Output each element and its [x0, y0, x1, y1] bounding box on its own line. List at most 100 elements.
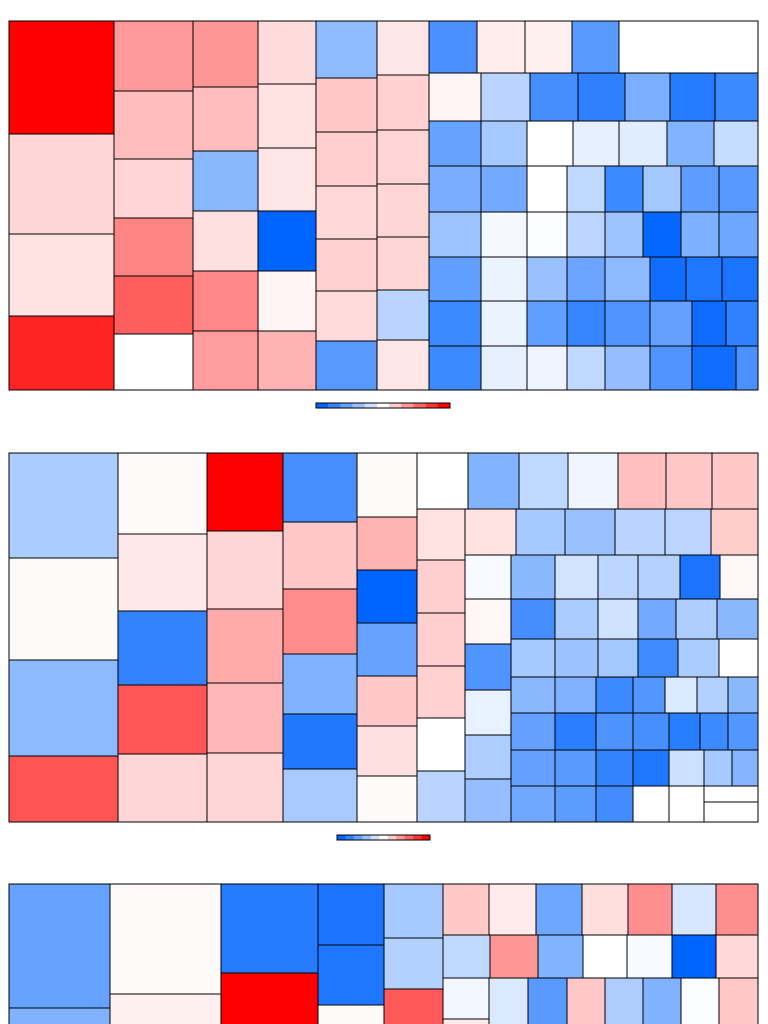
heatmap-cell — [526, 256, 568, 302]
heatmap-cell — [192, 20, 259, 88]
heatmap-cell — [315, 290, 378, 342]
panel-frame — [8, 452, 759, 823]
heatmap-cell — [627, 883, 673, 936]
heatmap-cell — [257, 147, 317, 212]
heatmap-cell — [510, 638, 556, 678]
heatmap-cell — [257, 83, 317, 149]
heatmap-cell — [480, 256, 528, 302]
heatmap-cell — [668, 749, 705, 787]
heatmap-cell — [416, 665, 466, 719]
heatmap-cell — [604, 211, 644, 258]
heatmap-cell — [703, 749, 733, 787]
heatmap-cell — [442, 1018, 490, 1024]
heatmap-cell — [428, 345, 482, 391]
heatmap-cell — [480, 120, 528, 167]
heatmap-cell — [718, 211, 759, 258]
heatmap-cell — [282, 588, 358, 655]
heatmap-cell — [376, 236, 430, 291]
heatmap-cell — [510, 749, 556, 787]
heatmap-cell — [691, 300, 727, 347]
heatmap-cell — [8, 659, 119, 757]
heatmap-cell — [664, 676, 698, 714]
color-legend-2 — [336, 834, 431, 841]
heatmap-cell — [356, 725, 418, 777]
heatmap-cell — [113, 20, 194, 92]
heatmap-cell — [315, 238, 378, 292]
heatmap-cell — [572, 120, 620, 167]
heatmap-cell — [480, 165, 528, 213]
heatmap-cell — [510, 712, 556, 751]
heatmap-cell — [192, 330, 259, 391]
legend-frame — [336, 834, 431, 841]
heatmap-cell — [718, 977, 759, 1024]
heatmap-cell — [356, 569, 418, 624]
heatmap-cell — [282, 713, 358, 770]
heatmap-cell — [703, 801, 759, 823]
heatmap-cell — [554, 712, 597, 751]
heatmap-cell — [699, 712, 729, 751]
heatmap-cell — [637, 554, 681, 600]
heatmap-cell — [597, 638, 639, 678]
heatmap-cell — [464, 508, 517, 556]
legend-swatch — [421, 835, 431, 840]
heatmap-cell — [604, 165, 644, 213]
heatmap-cell — [649, 345, 693, 391]
heatmap-cell — [618, 120, 668, 167]
heatmap-cell — [510, 785, 556, 823]
heatmap-cell — [257, 210, 317, 272]
heatmap-cell — [356, 516, 418, 571]
heatmap-cell — [113, 90, 194, 160]
heatmap-cell — [464, 554, 512, 600]
legend-swatch — [328, 403, 341, 408]
heatmap-cell — [632, 712, 670, 751]
heatmap-cell — [383, 883, 444, 939]
legend-swatch — [364, 403, 378, 408]
heatmap-cell — [282, 768, 358, 823]
heatmap-cell — [220, 972, 319, 1024]
heatmap-cell — [510, 676, 556, 714]
heatmap-cell — [416, 508, 466, 561]
heatmap-cell — [257, 330, 317, 391]
heatmap-cell — [317, 883, 385, 946]
heatmap-cell — [680, 977, 720, 1024]
heatmap-cell — [527, 977, 568, 1024]
heatmap-cell — [428, 165, 482, 213]
heatmap-cell — [206, 608, 284, 684]
heatmap-cell — [554, 676, 597, 714]
heatmap-cell — [727, 712, 759, 751]
legend-swatch — [337, 835, 346, 840]
heatmap-cell — [554, 785, 597, 823]
heatmap-cell — [480, 345, 528, 391]
heatmap-cell — [711, 452, 759, 510]
heatmap-cell — [665, 452, 713, 510]
legend-swatch — [379, 835, 388, 840]
heatmap-cell — [604, 345, 651, 391]
heatmap-cell — [489, 934, 539, 979]
heatmap-cell — [614, 508, 666, 556]
heatmap-cell — [554, 749, 597, 787]
heatmap-cell — [680, 165, 720, 213]
heatmap-cell — [696, 676, 729, 714]
legend-swatch — [345, 835, 355, 840]
heatmap-cell — [510, 554, 556, 600]
heatmap-cell — [192, 210, 259, 272]
legend-swatch — [401, 403, 414, 408]
heatmap-cell — [356, 675, 418, 727]
heatmap-cell — [206, 682, 284, 754]
legend-swatch — [316, 403, 329, 408]
heatmap-cell — [597, 598, 639, 640]
heatmap-cell — [515, 508, 566, 556]
heatmap-cell — [632, 676, 666, 714]
heatmap-cell — [597, 554, 639, 600]
heatmap-cell — [317, 944, 385, 1006]
heatmap-cell — [604, 256, 651, 302]
heatmap-cell — [632, 785, 670, 823]
heatmap-cell — [526, 120, 574, 167]
heatmap-cell — [577, 72, 626, 122]
heatmap-cell — [8, 557, 119, 661]
heatmap-cell — [117, 452, 208, 535]
heatmap-cell — [442, 934, 491, 979]
heatmap-cell — [282, 452, 358, 523]
heatmap-cell — [356, 622, 418, 677]
